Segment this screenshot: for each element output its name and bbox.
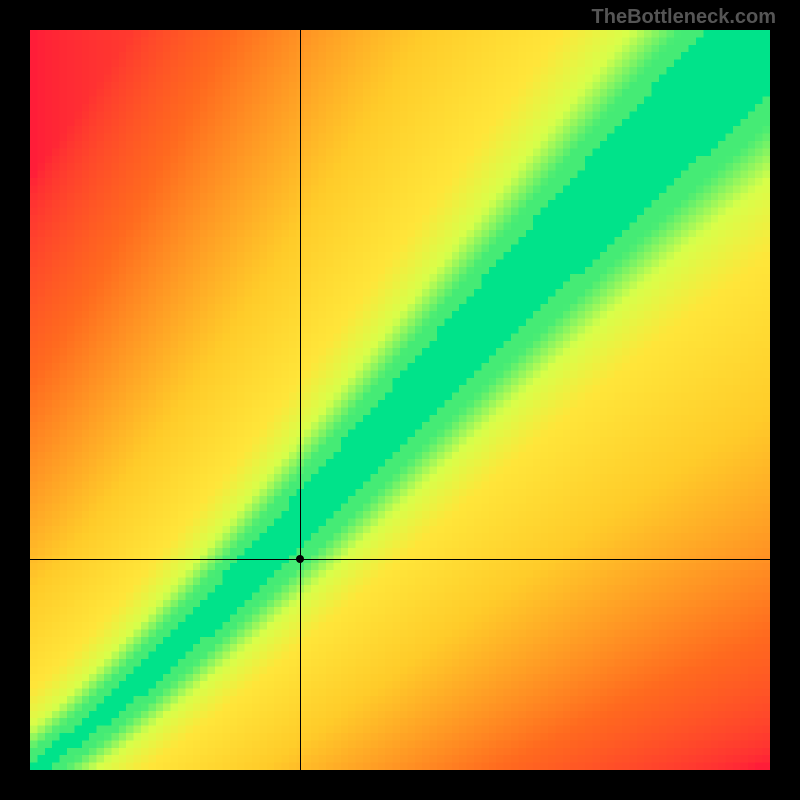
crosshair-marker bbox=[296, 555, 304, 563]
crosshair-vertical bbox=[300, 30, 301, 770]
crosshair-horizontal bbox=[30, 559, 770, 560]
heatmap-canvas bbox=[30, 30, 770, 770]
heatmap-plot bbox=[30, 30, 770, 770]
watermark-text: TheBottleneck.com bbox=[592, 6, 776, 29]
